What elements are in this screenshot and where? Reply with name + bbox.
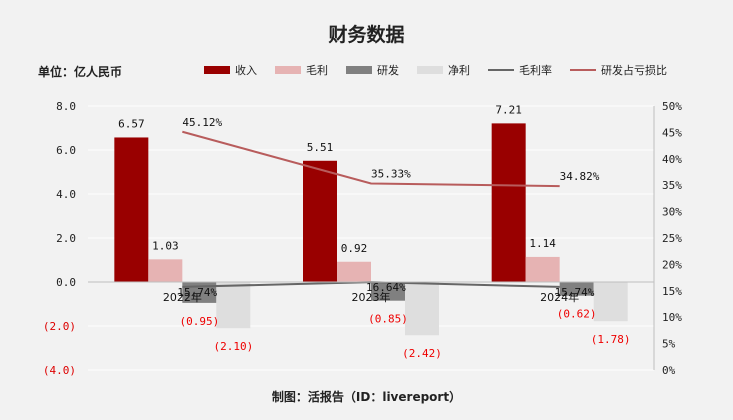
legend: 收入 毛利 研发 净利 毛利率 研发占亏损比	[204, 62, 685, 78]
legend-swatch	[204, 66, 230, 74]
category-label: 2022年	[163, 290, 202, 304]
legend-swatch	[275, 66, 301, 74]
bar-3-2	[593, 282, 628, 322]
bar-0-2	[491, 123, 526, 282]
y-right-tick-label: 25%	[662, 232, 682, 245]
y-left-tick-label: (4.0)	[43, 364, 76, 377]
bar-0-1	[303, 160, 337, 282]
bar-data-label: 0.92	[341, 242, 368, 255]
y-left-tick-label: 4.0	[56, 188, 76, 201]
bar-1-1	[337, 261, 371, 282]
legend-label: 毛利	[306, 64, 328, 77]
bar-data-label: 1.14	[529, 237, 556, 250]
line-data-label: 45.12%	[182, 116, 222, 129]
bar-3-1	[405, 282, 439, 336]
y-left-tick-label: 8.0	[56, 100, 76, 113]
line-data-label: 34.82%	[560, 170, 600, 183]
unit-label: 单位：亿人民币	[38, 65, 123, 79]
y-right-tick-label: 0%	[662, 364, 676, 377]
bar-data-label: (0.62)	[557, 308, 597, 321]
line-data-label: 15.74%	[177, 286, 217, 299]
chart-title: 财务数据	[328, 24, 405, 46]
bar-3-0	[216, 282, 251, 329]
bar-data-label: 7.21	[495, 103, 522, 116]
y-left-tick-label: 0.0	[56, 276, 76, 289]
legend-item-5: 研发占亏损比	[570, 62, 667, 78]
legend-label: 毛利率	[519, 64, 552, 77]
legend-item-4: 毛利率	[488, 62, 552, 78]
bar-data-label: (0.95)	[179, 315, 219, 328]
y-right-tick-label: 15%	[662, 285, 682, 298]
legend-item-0: 收入	[204, 62, 257, 78]
y-right-tick-label: 35%	[662, 179, 682, 192]
category-label: 2023年	[352, 290, 391, 304]
bars	[114, 123, 628, 336]
bar-data-label: 5.51	[307, 141, 334, 154]
y-right-tick-label: 50%	[662, 100, 682, 113]
line-1	[182, 130, 560, 188]
bar-2-1	[371, 282, 405, 301]
legend-swatch	[346, 66, 372, 74]
y-right-tick-label: 20%	[662, 258, 682, 271]
gridlines	[88, 105, 654, 371]
y-left-tick-label: (2.0)	[43, 320, 76, 333]
bar-data-label: 6.57	[118, 117, 145, 130]
legend-label: 净利	[448, 64, 470, 77]
bar-data-label: (2.42)	[402, 347, 442, 360]
line-data-label: 15.74%	[555, 286, 595, 299]
legend-swatch	[570, 69, 596, 71]
category-label: 2024年	[540, 290, 579, 304]
legend-label: 研发占亏损比	[601, 64, 667, 77]
data-labels: 6.57 5.51 7.21 1.03 0.92 1.14 (0.95) (0.85) (0.6…	[118, 103, 630, 360]
line-data-label: 35.33%	[371, 167, 411, 180]
bar-data-label: (2.10)	[213, 340, 253, 353]
bar-1-0	[148, 259, 183, 282]
legend-item-3: 净利	[417, 62, 470, 78]
y-right-tick-label: 45%	[662, 126, 682, 139]
y-right-tick-label: 30%	[662, 206, 682, 219]
legend-swatch	[417, 66, 443, 74]
legend-swatch	[488, 69, 514, 71]
y-right-tick-label: 40%	[662, 153, 682, 166]
legend-item-2: 研发	[346, 62, 399, 78]
legend-item-1: 毛利	[275, 62, 328, 78]
y-left-tick-label: 6.0	[56, 144, 76, 157]
bar-0-0	[114, 137, 149, 282]
y-left-tick-label: 2.0	[56, 232, 76, 245]
legend-label: 研发	[377, 64, 399, 77]
y-right-tick-label: 5%	[662, 338, 676, 351]
legend-label: 收入	[235, 64, 257, 77]
bar-data-label: 1.03	[152, 239, 179, 252]
bar-data-label: (0.85)	[368, 313, 408, 326]
bar-2-2	[559, 282, 594, 296]
bar-data-label: (1.78)	[591, 333, 631, 346]
axes: 8.0 6.0 4.0 2.0 0.0 (2.0) (4.0) 50% 45% 40% 35% 30%…	[43, 100, 682, 377]
line-data-label: 16.64%	[366, 281, 406, 294]
credit-label: 制图：活报告（ID：livereport）	[271, 390, 462, 404]
bar-1-2	[525, 256, 560, 282]
y-right-tick-label: 10%	[662, 311, 682, 324]
